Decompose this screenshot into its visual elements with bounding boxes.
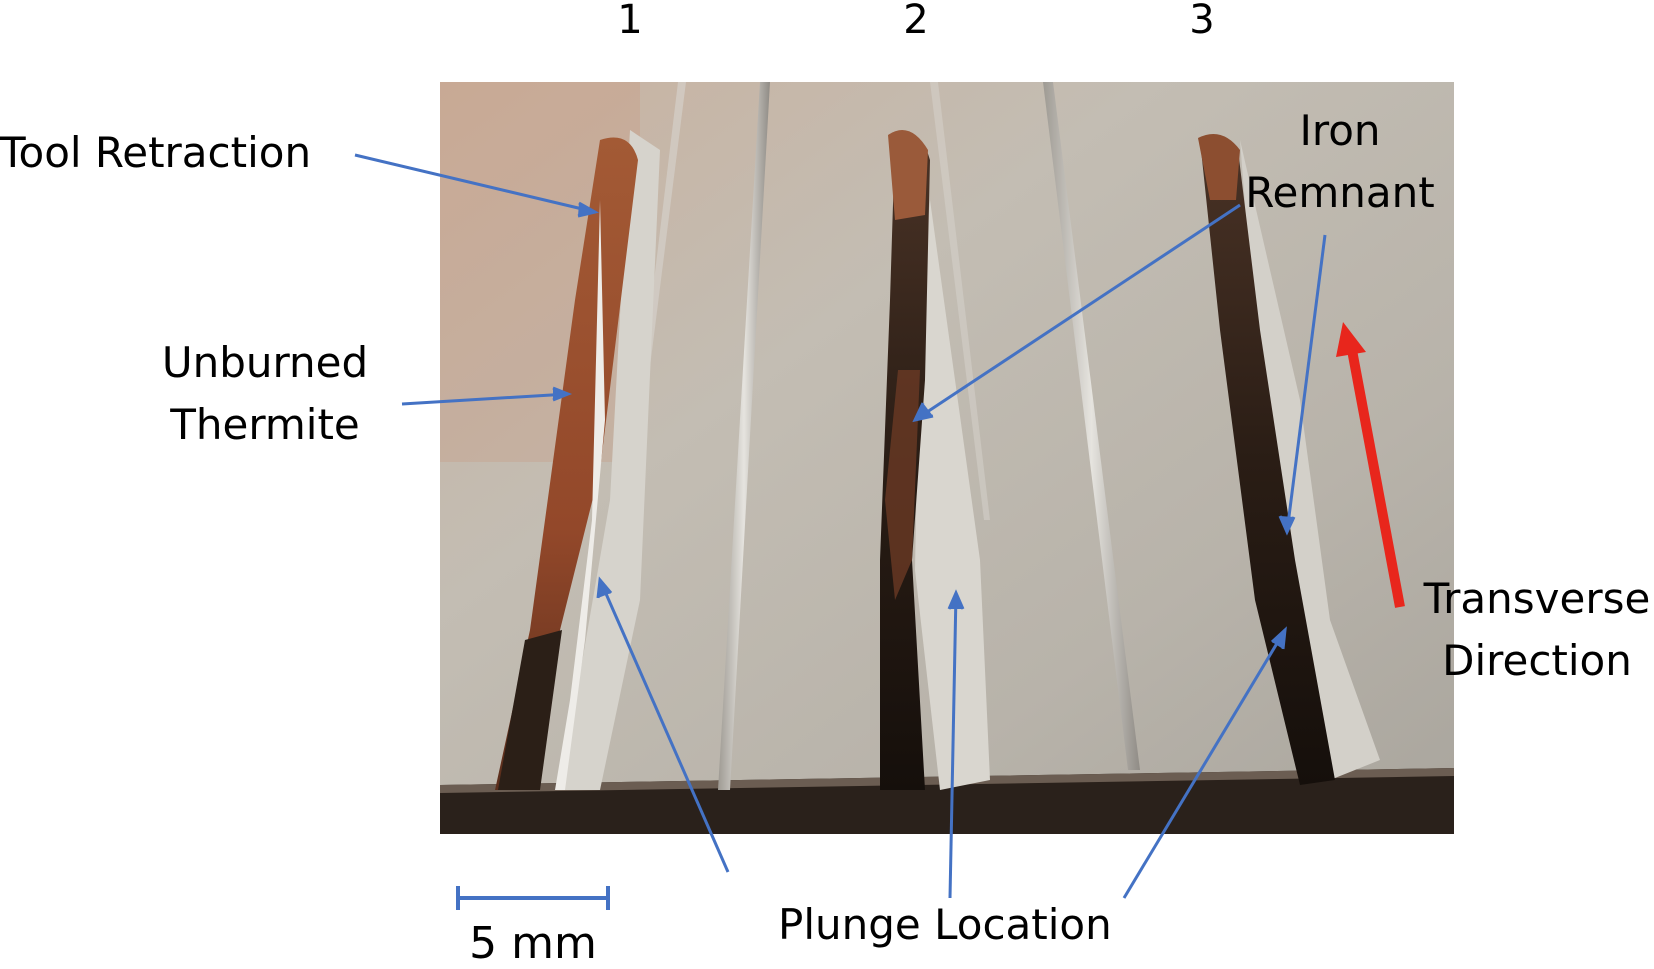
weld-bead (1240, 140, 1380, 780)
weld-photo (440, 82, 1454, 834)
scale-bar-label: 5 mm (469, 918, 597, 969)
bright-edge (555, 200, 605, 790)
groove-line (1043, 82, 1140, 770)
trench-number-1: 1 (617, 0, 643, 43)
unburned-thermite-label-line2: Thermite (170, 400, 360, 449)
trench-number-2: 2 (903, 0, 929, 43)
trench-2 (880, 130, 990, 790)
weld-bead (915, 200, 990, 790)
iron-remnant-leader-2 (914, 203, 1241, 422)
groove-line (930, 82, 990, 520)
iron-remnant-label-line1: Iron (1299, 106, 1381, 155)
top-cap (1198, 134, 1240, 200)
annotation-lines (354, 153, 1327, 899)
iron-remnant-arrowhead-2 (912, 402, 934, 423)
tool-retraction-arrowhead (577, 201, 600, 218)
unburned-thermite-label-line1: Unburned (161, 338, 369, 387)
iron-remnant-label-line2: Remnant (1245, 168, 1435, 217)
iron-remnant-fill (1200, 135, 1335, 785)
top-cap (888, 130, 928, 220)
dark-remnant (498, 630, 562, 790)
tool-retraction-label: Tool Retraction (0, 128, 312, 177)
tool-retraction-leader (354, 153, 596, 214)
unburned-thermite-arrowhead (552, 386, 573, 402)
plunge-location-label: Plunge Location (778, 900, 1112, 949)
plunge-location-arrowhead-1 (596, 576, 613, 599)
plunge-location-leader-1 (598, 579, 730, 873)
rust-streak (885, 370, 920, 600)
groove-line (718, 82, 770, 790)
plunge-location-leader-2 (948, 592, 958, 899)
plunge-location-arrowhead-2 (947, 589, 965, 610)
plunge-location-leader-3 (1122, 629, 1287, 899)
transverse-direction-arrow (1336, 322, 1405, 608)
plunge-location-arrowhead-3 (1270, 626, 1287, 650)
transverse-direction-label-line2: Direction (1442, 636, 1632, 685)
trench-1 (495, 130, 660, 790)
iron-remnant-leader-3 (1285, 234, 1327, 533)
unburned-thermite-leader (401, 392, 569, 406)
trench-3 (1198, 134, 1380, 785)
transverse-direction-label-line1: Transverse (1423, 574, 1651, 623)
weld-bead (560, 130, 660, 790)
iron-remnant-arrowhead-3 (1278, 515, 1296, 536)
trench-number-3: 3 (1189, 0, 1215, 43)
scale-bar (456, 886, 610, 910)
